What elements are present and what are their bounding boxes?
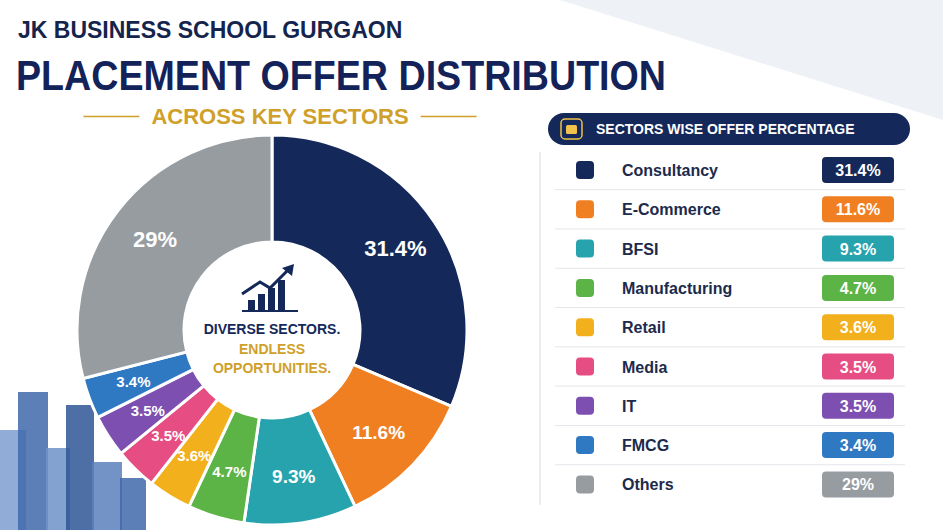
title: PLACEMENT OFFER DISTRIBUTION: [16, 52, 666, 99]
legend-label: FMCG: [622, 437, 669, 454]
subtitle-rule: [83, 116, 139, 118]
legend-label: E-Commerce: [622, 201, 721, 218]
icon-bar: [278, 280, 285, 310]
center-icon: [242, 264, 298, 311]
building: [18, 392, 48, 530]
legend-value: 3.6%: [840, 319, 876, 336]
data-label: 3.6%: [177, 447, 211, 464]
building: [120, 478, 146, 530]
icon-arrowhead: [282, 264, 294, 276]
legend-label: Retail: [622, 319, 666, 336]
row-separator: [555, 268, 905, 269]
legend-header-bg: [548, 113, 910, 145]
data-label: 3.5%: [131, 402, 165, 419]
center-text: DIVERSE SECTORS.: [204, 321, 341, 337]
value-badge: [822, 471, 894, 497]
data-label: 11.6%: [352, 422, 405, 443]
row-separator: [555, 189, 905, 190]
legend-value: 3.4%: [840, 437, 876, 454]
legend-swatch: [576, 397, 594, 415]
icon-base: [242, 310, 298, 312]
row-separator: [555, 386, 905, 387]
legend-swatch: [576, 161, 594, 179]
value-badge: [822, 354, 894, 380]
legend-title: SECTORS WISE OFFER PERCENTAGE: [596, 121, 855, 137]
data-label: 3.4%: [116, 373, 150, 390]
data-label: 29%: [133, 227, 177, 252]
value-badge: [822, 236, 894, 262]
legend-value: 31.4%: [835, 162, 880, 179]
value-badge: [822, 432, 894, 458]
legend-value: 29%: [842, 476, 874, 493]
slices: [77, 135, 467, 525]
legend-value: 4.7%: [840, 280, 876, 297]
value-badge: [822, 393, 894, 419]
value-badge: [822, 196, 894, 222]
center-disc: [186, 244, 358, 416]
legend-swatch: [576, 279, 594, 297]
background: [0, 0, 943, 530]
legend-swatch: [576, 358, 594, 376]
legend-label: Manufacturing: [622, 280, 732, 297]
slice: [244, 410, 355, 525]
building: [92, 462, 122, 530]
legend-swatch: [576, 436, 594, 454]
legend-swatch: [576, 475, 594, 493]
row-separator: [555, 464, 905, 465]
data-label: 9.3%: [272, 466, 315, 487]
legend-swatch: [576, 240, 594, 258]
legend-value: 3.5%: [840, 359, 876, 376]
legend-value: 3.5%: [840, 398, 876, 415]
row-separator: [555, 228, 905, 229]
donut: DIVERSE SECTORS.ENDLESSOPPORTUNITIES.31.…: [77, 135, 467, 525]
subtitle: ACROSS KEY SECTORS: [151, 104, 408, 129]
value-badge: [822, 314, 894, 340]
row-separator: [555, 307, 905, 308]
data-label: 3.5%: [151, 427, 185, 444]
legend-value: 9.3%: [840, 241, 876, 258]
value-badge: [822, 157, 894, 183]
legend-swatch: [576, 318, 594, 336]
row-separator: [555, 346, 905, 347]
legend-swatch: [576, 200, 594, 218]
legend-label: Consultancy: [622, 162, 718, 179]
legend: SECTORS WISE OFFER PERCENTAGE Consultancy…: [540, 113, 910, 505]
icon-bar: [248, 300, 255, 310]
icon-arrow: [242, 268, 290, 294]
row-separator: [555, 425, 905, 426]
chart-svg: JK BUSINESS SCHOOL GURGAON PLACEMENT OFFE…: [0, 0, 943, 530]
legend-label: IT: [622, 398, 636, 415]
data-label: 31.4%: [364, 236, 426, 261]
data-labels: 31.4% 11.6% 9.3% 4.7%3.6% 3.5% 3.5% 3.4% 29%: [116, 227, 426, 487]
legend-label: BFSI: [622, 241, 658, 258]
legend-divider: [540, 152, 541, 505]
building: [66, 405, 94, 530]
subtitle-rule: [421, 116, 477, 118]
value-badge: [822, 275, 894, 301]
legend-value: 11.6%: [836, 201, 880, 218]
legend-label: Others: [622, 476, 674, 493]
data-label: 4.7%: [212, 463, 246, 480]
legend-header-icon: [566, 125, 577, 134]
header: JK BUSINESS SCHOOL GURGAON: [18, 17, 402, 43]
center-text: ENDLESSOPPORTUNITIES.: [213, 341, 331, 376]
legend-label: Media: [622, 359, 667, 376]
chart-container: JK BUSINESS SCHOOL GURGAON PLACEMENT OFFE…: [0, 0, 943, 530]
icon-bar: [258, 294, 265, 310]
icon-bar: [268, 288, 275, 310]
legend-header-icon: [561, 119, 582, 139]
